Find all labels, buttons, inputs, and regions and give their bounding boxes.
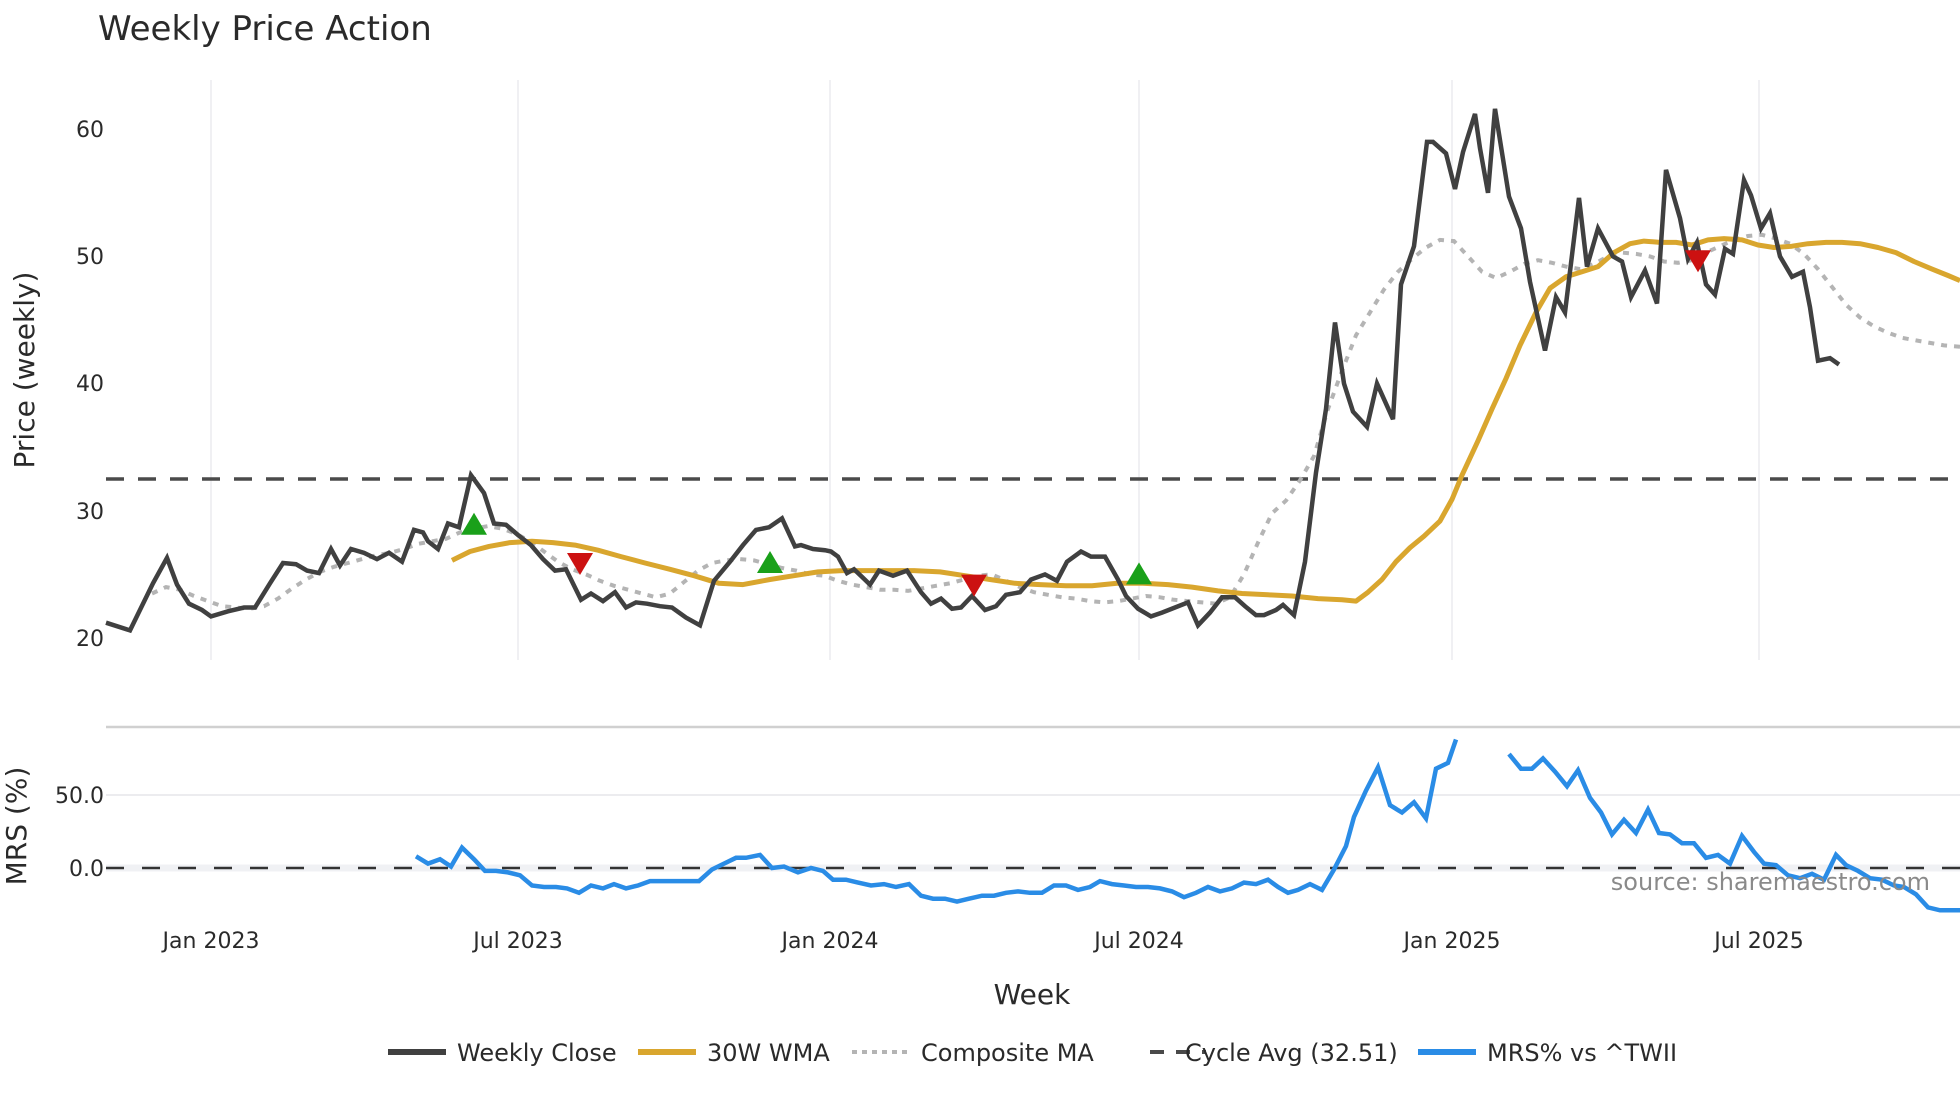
price-y-ticks: 60 50 40 30 20 xyxy=(76,118,104,652)
price-tick-60: 60 xyxy=(76,118,104,143)
price-tick-20: 20 xyxy=(76,627,104,652)
legend-item-cycle-avg[interactable]: Cycle Avg (32.51) xyxy=(1150,1039,1398,1067)
sell-signal-triangle-down-icon xyxy=(1685,250,1711,273)
price-tick-50: 50 xyxy=(76,245,104,270)
buy-signal-triangle-up-icon xyxy=(1126,562,1152,585)
legend-label: 30W WMA xyxy=(707,1039,830,1067)
x-tick-jul-2024: Jul 2024 xyxy=(1092,929,1184,954)
x-tick-jan-2024: Jan 2024 xyxy=(780,929,879,954)
price-y-axis-label: Price (weekly) xyxy=(8,272,41,469)
legend-item-wma[interactable]: 30W WMA xyxy=(638,1039,830,1067)
x-axis-ticks: Jan 2023 Jul 2023 Jan 2024 Jul 2024 Jan … xyxy=(161,929,1804,954)
legend-label: Weekly Close xyxy=(457,1039,617,1067)
legend-label: MRS% vs ^TWII xyxy=(1487,1039,1677,1067)
mrs-y-axis-label: MRS (%) xyxy=(0,767,33,886)
price-grid xyxy=(210,80,1760,660)
x-axis-label: Week xyxy=(994,978,1071,1011)
legend-item-weekly-close[interactable]: Weekly Close xyxy=(388,1039,617,1067)
legend-label: Composite MA xyxy=(921,1039,1094,1067)
mrs-tick-50: 50.0 xyxy=(55,784,104,809)
sell-signal-triangle-down-icon xyxy=(961,574,987,597)
price-tick-40: 40 xyxy=(76,372,104,397)
legend-label: Cycle Avg (32.51) xyxy=(1185,1039,1398,1067)
x-tick-jul-2025: Jul 2025 xyxy=(1712,929,1804,954)
mrs-line xyxy=(414,738,1960,913)
chart-title: Weekly Price Action xyxy=(98,9,432,49)
sell-signal-triangle-down-icon xyxy=(567,552,593,575)
buy-signal-triangle-up-icon xyxy=(757,550,783,573)
legend: Weekly Close 30W WMA Composite MA Cycle … xyxy=(388,1039,1677,1067)
x-tick-jan-2023: Jan 2023 xyxy=(161,929,260,954)
composite-ma-line xyxy=(151,232,1960,611)
buy-signal-triangle-up-icon xyxy=(461,512,487,535)
x-tick-jul-2023: Jul 2023 xyxy=(471,929,563,954)
mrs-tick-0: 0.0 xyxy=(69,857,104,882)
source-annotation: source: sharemaestro.com xyxy=(1611,868,1930,896)
legend-item-composite-ma[interactable]: Composite MA xyxy=(852,1039,1094,1067)
wma-line xyxy=(450,236,1960,604)
mrs-line-segment xyxy=(414,738,1459,904)
x-tick-jan-2025: Jan 2025 xyxy=(1402,929,1501,954)
mrs-line-segment xyxy=(1507,752,1960,913)
weekly-close-line xyxy=(105,108,1841,634)
price-tick-30: 30 xyxy=(76,500,104,525)
legend-item-mrs[interactable]: MRS% vs ^TWII xyxy=(1418,1039,1677,1067)
signal-markers xyxy=(461,250,1711,597)
